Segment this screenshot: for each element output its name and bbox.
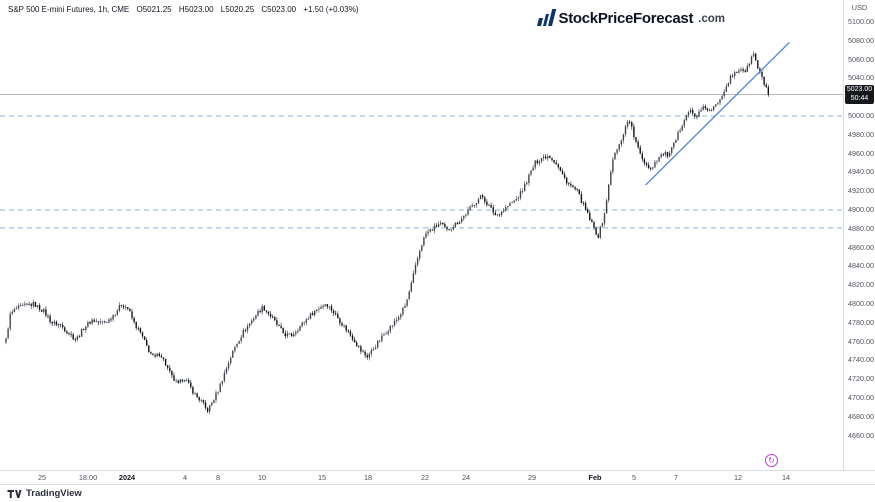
time-axis-label: 18:00 (78, 473, 98, 482)
time-axis-label: Feb (588, 473, 602, 482)
time-axis-label: 8 (215, 473, 221, 482)
price-axis-label: 4940.00 (848, 167, 874, 177)
chart-canvas[interactable]: S&P 500 E-mini Futures, 1h, CME O5021.25… (0, 0, 843, 470)
brand-name: StockPriceForecast (558, 10, 694, 27)
price-axis-label: 4760.00 (848, 336, 874, 346)
tradingview-mark-icon (7, 489, 22, 498)
price-axis-label: 4920.00 (848, 186, 874, 196)
ohlc-low: L5020.25 (220, 5, 255, 14)
footer-bar: TradingView (0, 484, 875, 502)
price-axis[interactable]: USD 5100.005080.005060.005040.005020.005… (843, 0, 875, 484)
price-axis-label: 4860.00 (848, 242, 874, 252)
price-axis-label: 4800.00 (848, 299, 874, 308)
price-axis-label: 4960.00 (848, 148, 874, 158)
time-axis-label: 29 (527, 473, 537, 482)
price-axis-label: 4700.00 (848, 393, 874, 402)
ohlc-open: O5021.25 (136, 5, 172, 14)
price-axis-label: 4840.00 (848, 261, 874, 271)
price-axis-label: 5060.00 (848, 54, 874, 64)
time-axis-label: 24 (461, 473, 471, 482)
price-axis-label: 4880.00 (848, 223, 874, 233)
brand-tld: .com (698, 13, 725, 25)
candles (5, 51, 769, 415)
candlestick-plot[interactable] (0, 0, 843, 470)
price-axis-label: 5080.00 (848, 35, 874, 45)
time-axis[interactable]: 25 18:00 2024 4 8 10 15 18 22 24 29 Feb 5 7 12 14 (0, 470, 875, 484)
time-axis-label: 14 (781, 473, 791, 482)
time-axis-label: 2024 (118, 473, 136, 482)
symbol-title: S&P 500 E-mini Futures, 1h, CME (8, 5, 130, 14)
price-axis-label: 4680.00 (848, 411, 874, 421)
time-axis-label: 7 (673, 473, 679, 482)
price-axis-label: 5100.00 (848, 17, 874, 26)
circular-arrow-icon: ↻ (768, 455, 775, 465)
ohlc-close: C5023.00 (261, 5, 297, 14)
time-axis-label: 18 (363, 473, 373, 482)
price-axis-label: 4660.00 (848, 430, 874, 440)
refresh-tool-button[interactable]: ↻ (765, 454, 778, 467)
price-axis-label: 4780.00 (848, 317, 874, 327)
price-change: +1.50 (+0.03%) (303, 5, 359, 14)
time-axis-label: 15 (317, 473, 327, 482)
symbol-info: S&P 500 E-mini Futures, 1h, CME O5021.25… (8, 5, 363, 14)
price-axis-label: 4820.00 (848, 280, 874, 290)
price-axis-label: 4740.00 (848, 355, 874, 365)
ohlc-high: H5023.00 (178, 5, 214, 14)
time-axis-label: 4 (182, 473, 188, 482)
badge-price: 5023.00 (846, 86, 873, 94)
dashed-support-levels (0, 115, 843, 229)
badge-countdown: 50:44 (850, 94, 869, 102)
time-axis-label: 25 (37, 473, 47, 482)
price-axis-label: 4980.00 (848, 129, 874, 139)
last-price-badge: 5023.00 50:44 (845, 85, 874, 105)
time-axis-label: 22 (420, 473, 430, 482)
price-axis-label: 4720.00 (848, 374, 874, 384)
time-axis-label: 5 (631, 473, 637, 482)
bar-chart-icon (536, 9, 556, 27)
brand-logo: StockPriceForecast .com (536, 9, 725, 27)
tradingview-logo[interactable]: TradingView (7, 488, 82, 499)
time-axis-label: 12 (733, 473, 743, 482)
tradingview-label: TradingView (26, 488, 82, 499)
price-axis-label: 5040.00 (848, 73, 874, 83)
time-axis-label: 10 (257, 473, 267, 482)
currency-label: USD (851, 3, 868, 12)
price-axis-label: 4900.00 (848, 205, 874, 214)
trendline (645, 42, 790, 186)
price-axis-label: 5000.00 (848, 111, 874, 120)
